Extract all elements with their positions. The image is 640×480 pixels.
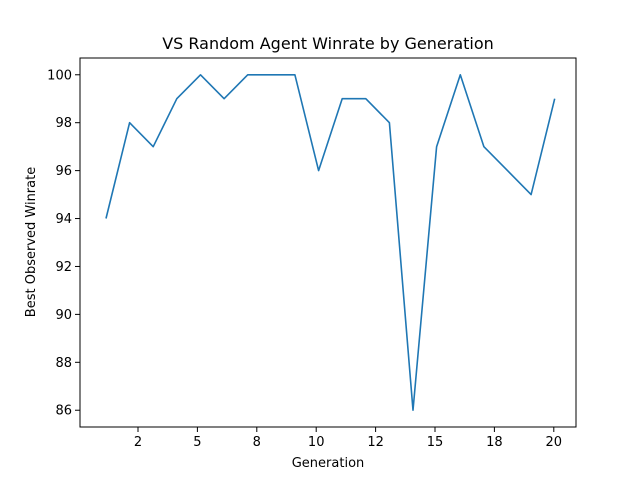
series-layer bbox=[105, 74, 556, 412]
x-axis-label: Generation bbox=[292, 456, 365, 471]
x-axis: 2 5 8 10 12 15 18 20 bbox=[134, 427, 562, 450]
x-tick-label: 18 bbox=[486, 435, 503, 450]
plot-area bbox=[79, 57, 577, 428]
x-tick-label: 10 bbox=[308, 435, 325, 450]
y-tick-label: 96 bbox=[55, 164, 72, 179]
x-tick-label: 8 bbox=[253, 435, 261, 450]
y-tick-label: 100 bbox=[47, 68, 72, 83]
y-tick-label: 98 bbox=[55, 116, 72, 131]
chart-title: VS Random Agent Winrate by Generation bbox=[162, 34, 494, 53]
series-line bbox=[105, 74, 556, 412]
x-tick-label: 15 bbox=[427, 435, 444, 450]
y-tick-label: 90 bbox=[55, 308, 72, 323]
y-axis: 86 88 90 92 94 96 98 100 bbox=[47, 68, 80, 419]
y-tick-label: 94 bbox=[55, 212, 72, 227]
x-tick-label: 20 bbox=[546, 435, 563, 450]
x-tick-label: 12 bbox=[367, 435, 384, 450]
y-tick-label: 92 bbox=[55, 260, 72, 275]
x-tick-label: 2 bbox=[134, 435, 142, 450]
y-tick-label: 88 bbox=[55, 356, 72, 371]
y-tick-label: 86 bbox=[55, 404, 72, 419]
y-axis-label: Best Observed Winrate bbox=[24, 167, 39, 317]
x-tick-label: 5 bbox=[193, 435, 201, 450]
